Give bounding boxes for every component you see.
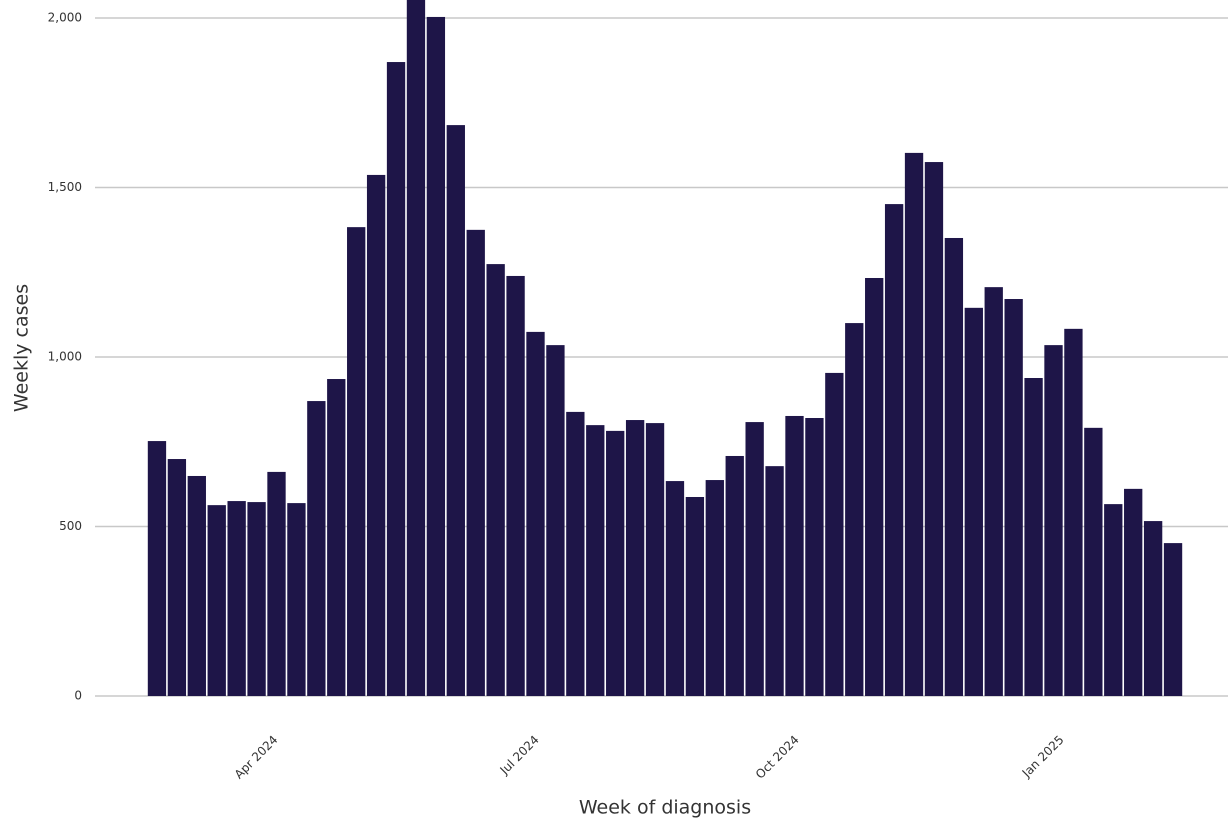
bar <box>1084 427 1103 696</box>
y-axis-title: Weekly cases <box>11 284 33 412</box>
bar <box>685 496 705 696</box>
bar <box>606 430 625 696</box>
bar <box>287 503 306 696</box>
bar <box>526 331 545 696</box>
bar <box>546 345 565 696</box>
bar <box>147 441 167 696</box>
bar <box>1163 543 1183 696</box>
bar <box>486 264 505 696</box>
bar <box>825 372 844 696</box>
bar <box>904 152 924 697</box>
y-tick-label: 500 <box>59 519 82 533</box>
bar <box>984 287 1003 696</box>
bar <box>964 307 983 696</box>
bar <box>1004 299 1023 696</box>
bar <box>347 227 366 697</box>
bar <box>944 237 964 696</box>
bar <box>366 174 386 696</box>
bar <box>765 466 784 696</box>
bar <box>406 0 426 696</box>
bar <box>625 420 645 696</box>
bar <box>884 204 904 696</box>
bar <box>924 162 944 696</box>
bar <box>446 125 465 697</box>
bar <box>805 418 824 696</box>
bar <box>1044 345 1063 696</box>
bar <box>566 411 585 696</box>
bar <box>1024 378 1043 696</box>
x-tick-label: Jul 2024 <box>497 733 542 778</box>
bar <box>267 471 286 696</box>
bar <box>1064 328 1083 696</box>
bar <box>705 480 724 696</box>
y-tick-label: 2,000 <box>48 10 82 24</box>
bar <box>745 422 764 696</box>
x-tick-label: Oct 2024 <box>753 733 802 782</box>
bar <box>1104 504 1123 696</box>
bar <box>327 379 346 696</box>
bar <box>1143 521 1163 696</box>
bar <box>187 475 206 696</box>
bar <box>865 277 884 696</box>
bar <box>167 459 187 696</box>
bar <box>207 505 226 696</box>
bar <box>466 229 485 696</box>
y-tick-label: 1,500 <box>48 180 82 194</box>
bar <box>426 16 446 696</box>
y-tick-label: 1,000 <box>48 349 82 363</box>
bar <box>845 323 864 696</box>
bar <box>645 423 665 696</box>
y-tick-label: 0 <box>74 689 82 703</box>
bar <box>725 455 744 696</box>
bar <box>785 415 804 696</box>
bar <box>247 502 266 696</box>
bar <box>586 425 605 696</box>
bar <box>227 501 246 696</box>
bar <box>506 275 525 696</box>
bar <box>665 481 685 696</box>
bar <box>1124 488 1143 696</box>
bar <box>386 62 406 697</box>
x-tick-label: Jan 2025 <box>1019 733 1067 781</box>
x-tick-label: Apr 2024 <box>232 733 281 782</box>
x-axis-title: Week of diagnosis <box>579 797 751 819</box>
bar <box>307 401 326 696</box>
